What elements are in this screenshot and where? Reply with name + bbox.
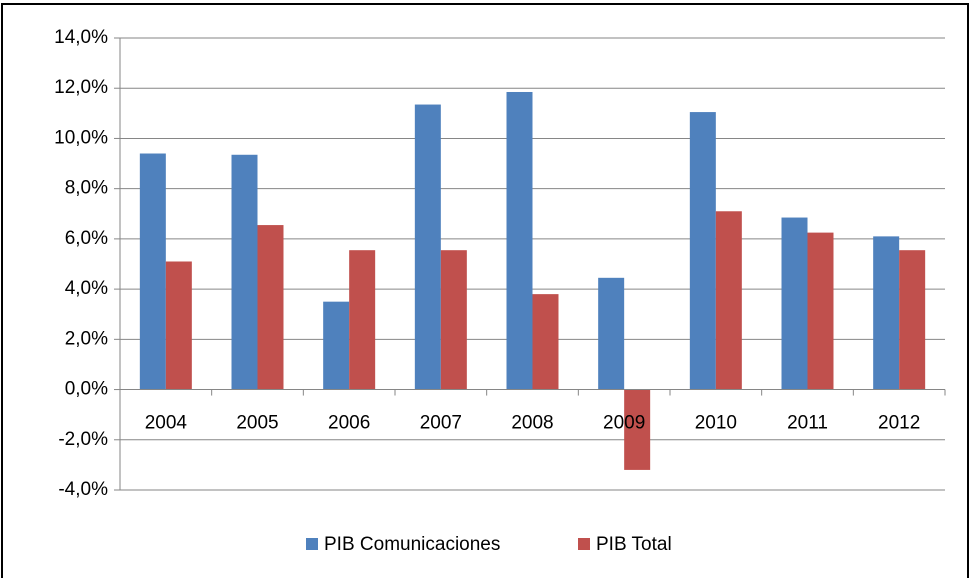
bar: [781, 217, 808, 390]
y-tick-label: 2,0%: [65, 328, 108, 349]
bar: [873, 236, 900, 390]
y-tick-label: 10,0%: [54, 127, 108, 148]
bar: [231, 154, 258, 390]
x-tick-label: 2005: [236, 413, 278, 434]
x-tick-label: 2011: [787, 413, 828, 434]
x-tick-label: 2007: [420, 413, 462, 434]
x-tick-label: 2009: [603, 413, 645, 434]
bar: [506, 91, 533, 390]
x-tick-label: 2006: [328, 413, 370, 434]
x-tick-label: 2010: [695, 413, 737, 434]
bar: [807, 232, 834, 390]
bar: [689, 112, 716, 390]
bar: [414, 104, 441, 390]
legend-label: PIB Comunicaciones: [324, 534, 500, 555]
bar: [532, 294, 559, 390]
y-tick-label: -4,0%: [58, 479, 108, 500]
legend-label: PIB Total: [596, 534, 672, 555]
bar: [257, 225, 284, 390]
x-tick-label: 2004: [145, 413, 188, 434]
bar: [899, 250, 926, 390]
bar: [715, 211, 742, 390]
bar: [323, 301, 350, 390]
y-tick-label: 4,0%: [65, 278, 108, 299]
y-tick-label: 12,0%: [54, 77, 108, 98]
bar: [349, 250, 376, 390]
y-tick-label: 6,0%: [65, 228, 108, 249]
bar: [440, 250, 467, 390]
bar: [139, 153, 166, 390]
y-tick-label: 0,0%: [65, 379, 108, 400]
y-tick-label: 14,0%: [54, 27, 108, 48]
legend-swatch: [306, 538, 318, 550]
x-tick-label: 2008: [511, 413, 553, 434]
bar: [598, 277, 625, 390]
bar: [624, 389, 651, 470]
x-tick-label: 2012: [878, 413, 920, 434]
y-tick-label: 8,0%: [65, 178, 108, 199]
bar: [165, 261, 192, 390]
y-tick-label: -2,0%: [58, 429, 108, 450]
legend-swatch: [578, 538, 590, 550]
